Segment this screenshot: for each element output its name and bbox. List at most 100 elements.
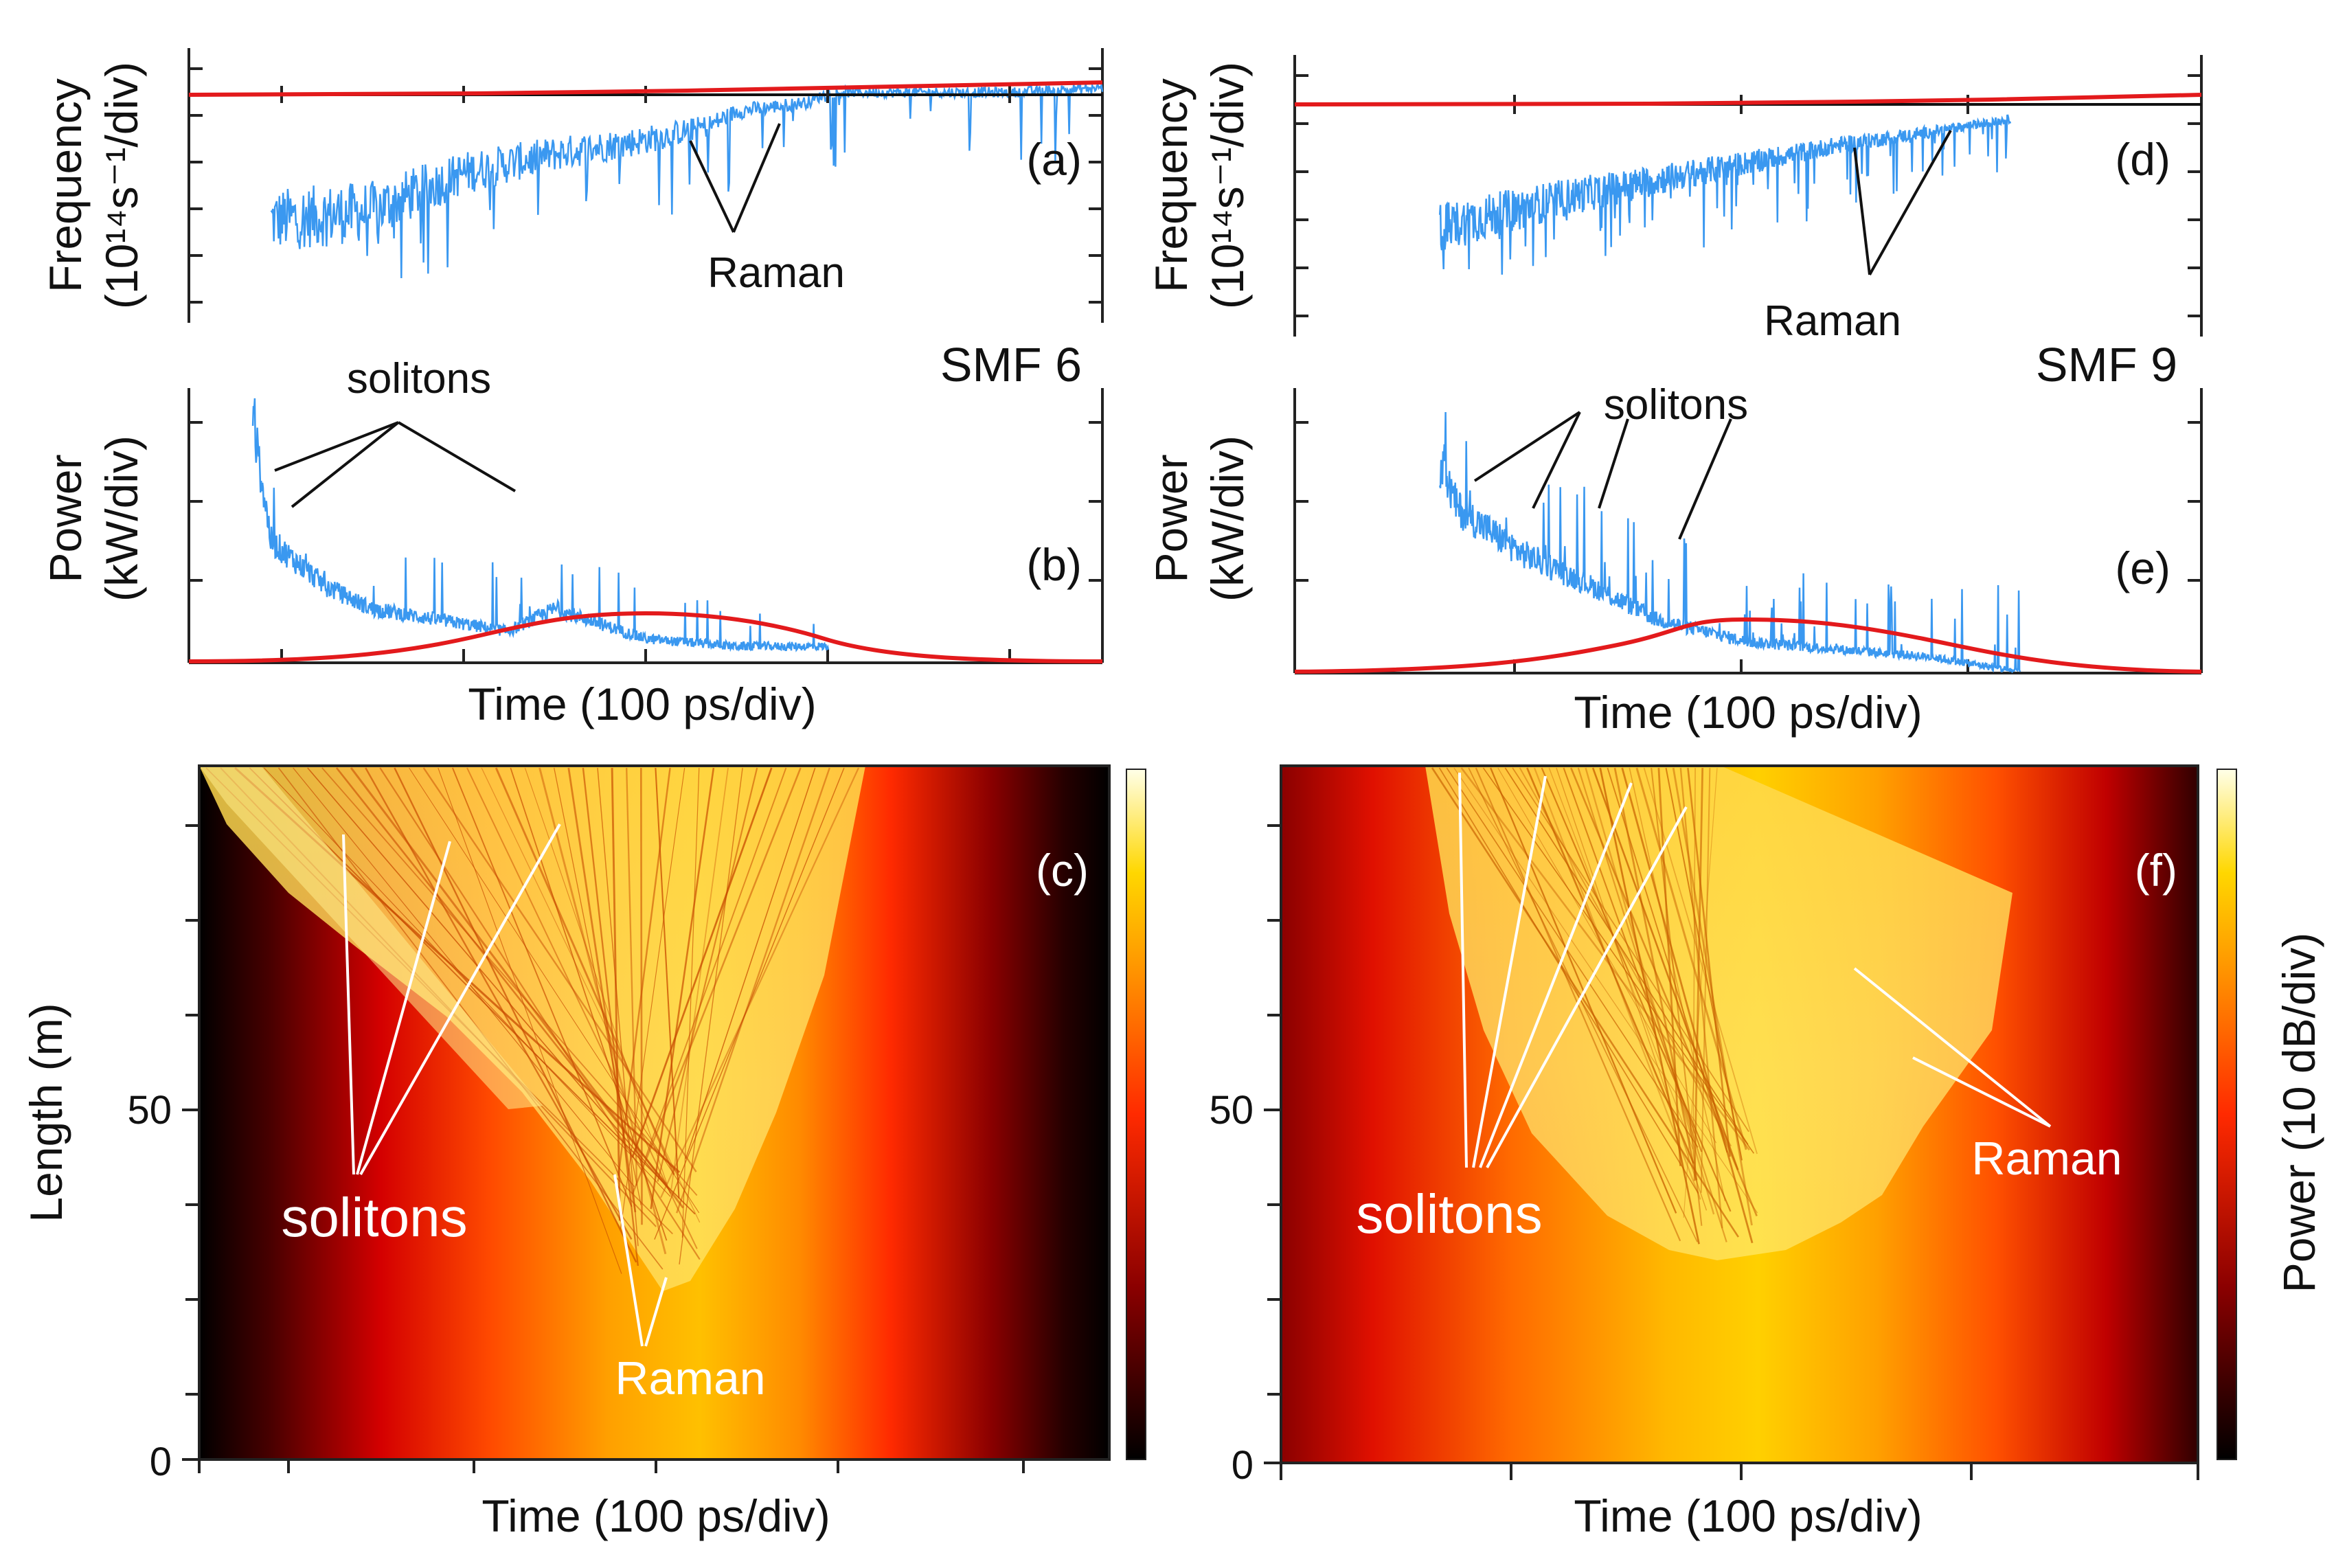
panel-c-solitons-label: solitons — [281, 1187, 467, 1248]
soliton-trajectory — [466, 767, 698, 1249]
panel-e-soliton-pointer-1 — [1473, 411, 1581, 482]
panel-b-output-power — [251, 398, 830, 652]
soliton-trajectory — [1468, 767, 1698, 1242]
panel-b-ylabel-unit: (kW/div) — [96, 435, 147, 602]
soliton-trajectory — [335, 767, 667, 1185]
soliton-trajectory — [1460, 767, 1750, 1151]
soliton-trajectory — [1657, 767, 1681, 1166]
panel-b-xlabel: Time (100 ps/div) — [468, 679, 816, 729]
soliton-trajectory — [670, 767, 729, 1190]
soliton-trajectory — [1577, 767, 1727, 1242]
panel-e: solitons (e) Power (kW/div) Time (100 ps… — [1146, 381, 2203, 738]
panel-c-soliton-pointer-2 — [356, 841, 451, 1175]
panel-e-xlabel: Time (100 ps/div) — [1574, 687, 1922, 738]
soliton-trajectory — [1599, 767, 1700, 1245]
soliton-trajectory — [524, 767, 671, 1194]
panel-f-xlabel: Time (100 ps/div) — [1574, 1490, 1922, 1541]
panel-f-soliton-pointer-2 — [1472, 775, 1547, 1168]
panel-e-solitons-label: solitons — [1604, 381, 1748, 429]
panel-c-yticks — [182, 824, 199, 1461]
soliton-trajectory — [438, 767, 622, 1274]
soliton-trajectory — [655, 767, 680, 1198]
panel-d-raman-pointer-2 — [1868, 130, 1952, 275]
panel-e-ylabel-main: Power — [1146, 454, 1197, 582]
panel-c-tag: (c) — [1036, 845, 1089, 896]
soliton-trajectory — [631, 767, 773, 1158]
panel-f-fan — [1425, 766, 2012, 1260]
soliton-trajectory — [1541, 767, 1732, 1212]
soliton-trajectory — [1621, 767, 1754, 1244]
panel-f-soliton-pointer-1 — [1458, 772, 1468, 1168]
soliton-trajectory — [1665, 767, 1743, 1161]
panel-d-ylabel-main: Frequency — [1146, 78, 1197, 293]
soliton-trajectory — [681, 767, 700, 1238]
colorbar-f: Power (10 dB/div) — [2216, 769, 2324, 1460]
panel-a: Raman (a) Frequency (10¹⁴s⁻¹/div) — [40, 48, 1104, 323]
soliton-trajectory — [660, 767, 859, 1198]
panel-b-soliton-pointer-1 — [274, 421, 399, 472]
panel-c-soliton-pointer-3 — [359, 823, 561, 1175]
panel-d-raman-label: Raman — [1764, 297, 1901, 345]
panel-a-raman-label: Raman — [707, 249, 845, 297]
panel-f-xticks — [1280, 1463, 2199, 1480]
panel-b-solitons-label: solitons — [347, 355, 491, 402]
panel-d-input-pulse — [1294, 93, 2202, 106]
panel-b-input-pulse — [188, 611, 1103, 663]
soliton-trajectory — [582, 767, 639, 1266]
soliton-trajectory — [394, 767, 637, 1263]
panel-b-tag: (b) — [1026, 539, 1082, 590]
panel-e-ylabel-unit: (kW/div) — [1202, 435, 1253, 602]
panel-c-xlabel: Time (100 ps/div) — [481, 1490, 830, 1541]
soliton-trajectory — [495, 767, 675, 1175]
panel-f-tag: (f) — [2135, 845, 2177, 896]
panel-c-ytick-0: 0 — [150, 1440, 172, 1484]
soliton-trajectory — [1679, 767, 1723, 1229]
soliton-trajectory — [1687, 767, 1731, 1157]
soliton-trajectory — [1683, 767, 1718, 1218]
panel-c-soliton-pointer-1 — [342, 834, 355, 1175]
soliton-trajectory — [631, 767, 802, 1194]
left-fiber-label: SMF 6 — [940, 338, 1082, 391]
soliton-trajectory — [597, 767, 639, 1247]
soliton-trajectory — [1693, 767, 1704, 1181]
panel-b-ticks — [189, 421, 1102, 663]
soliton-trajectory — [685, 767, 816, 1159]
panel-b-ylabel-main: Power — [40, 454, 91, 582]
panel-b-soliton-pointer-2 — [291, 421, 400, 508]
colorbar-c-scale — [1126, 769, 1146, 1460]
panel-d-raman-pointer-1 — [1853, 147, 1871, 275]
soliton-trajectory — [1446, 767, 1699, 1148]
soliton-trajectory — [1700, 767, 1711, 1193]
colorbar-c — [1126, 769, 1146, 1460]
panel-c-ytick-50: 50 — [127, 1088, 172, 1133]
soliton-trajectory — [481, 767, 701, 1223]
soliton-trajectory — [1613, 767, 1698, 1181]
panel-a-output-chirp — [270, 82, 1104, 279]
panel-c-frame — [198, 764, 1111, 1461]
panel-c-soliton-edge — [199, 766, 543, 1109]
panel-a-tag: (a) — [1026, 134, 1082, 185]
soliton-trajectory — [452, 767, 633, 1207]
panel-f-soliton-pointer-3 — [1479, 782, 1633, 1168]
panel-e-ticks — [1295, 421, 2201, 673]
panel-f-soliton-pointer-4 — [1486, 806, 1688, 1168]
soliton-trajectory — [1548, 767, 1694, 1150]
panel-c-raman-label: Raman — [615, 1352, 765, 1405]
soliton-trajectory — [1651, 767, 1703, 1226]
right-fiber-label: SMF 9 — [2036, 338, 2177, 391]
soliton-trajectory — [676, 767, 830, 1214]
panel-f-solitons-label: solitons — [1356, 1183, 1542, 1245]
colorbar-f-scale — [2216, 769, 2237, 1460]
soliton-trajectory — [679, 767, 743, 1265]
panel-d: Raman (d) Frequency (10¹⁴s⁻¹/div) — [1146, 55, 2203, 345]
panel-f-frame — [1280, 764, 2199, 1464]
panel-a-input-pulse — [188, 80, 1103, 97]
panel-d-tag: (d) — [2115, 134, 2170, 185]
soliton-trajectory — [626, 767, 638, 1186]
soliton-trajectory — [510, 767, 668, 1241]
panel-a-ylabel-unit: (10¹⁴s⁻¹/div) — [96, 62, 147, 309]
panel-a-ylabel-main: Frequency — [40, 78, 91, 293]
soliton-trajectory — [1533, 767, 1701, 1200]
